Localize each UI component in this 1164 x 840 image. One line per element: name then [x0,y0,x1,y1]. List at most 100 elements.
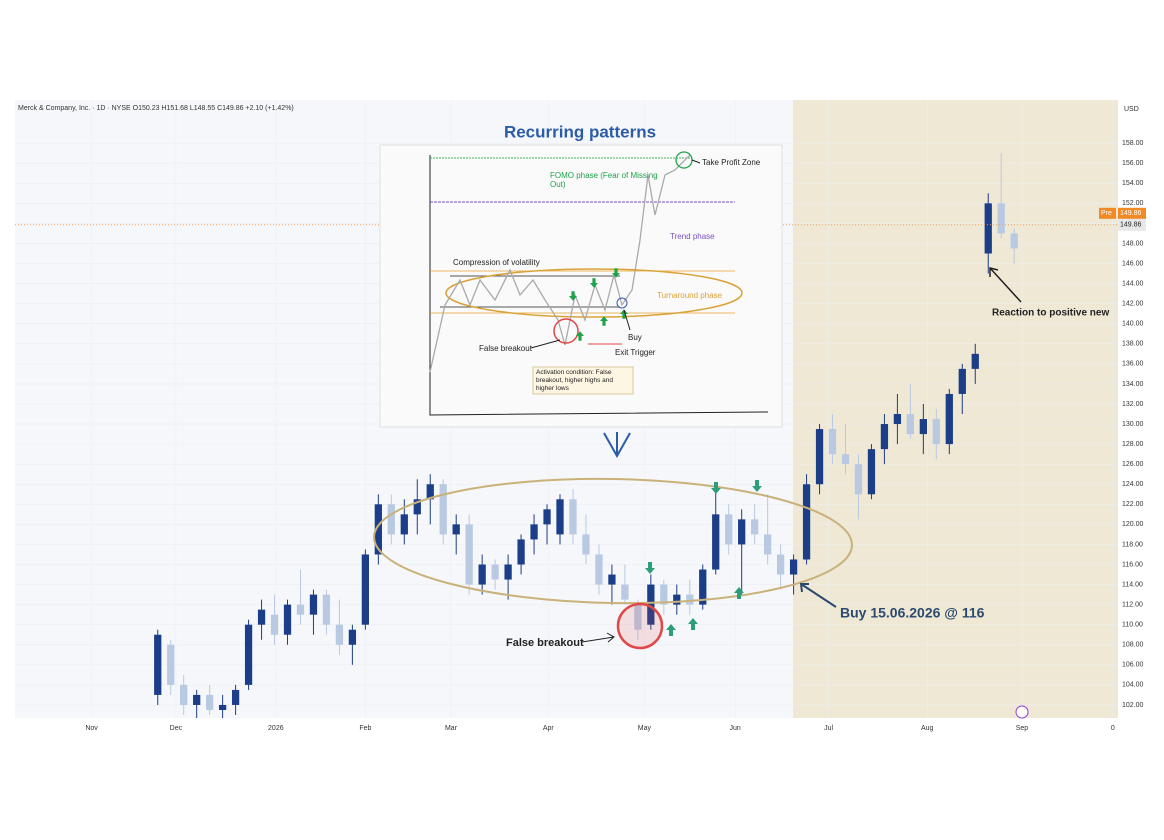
inset-label: False breakout [479,344,533,353]
candle-body [530,524,538,540]
currency: USD [1124,106,1139,113]
candle-body [543,509,551,525]
candle-body [673,594,681,605]
candle-body [893,414,902,425]
candle-body [997,203,1005,234]
candle-body [491,564,499,580]
inset-price-path [429,154,691,373]
inset-label: Turnaround phase [657,291,723,300]
annotation-arrow [581,632,615,643]
activation-text: Activation condition: False breakout, hi… [536,369,613,392]
candle-body [465,524,473,585]
candle-body [595,554,603,585]
activation-box [532,366,634,395]
candle-body [647,584,655,625]
candle-body [556,499,564,535]
candle-body [841,454,850,465]
inset-label: Exit Trigger [615,348,656,357]
inset-label: Take Profit Zone [702,158,761,167]
candle-body [764,534,772,555]
price-tag [1118,218,1146,231]
event-icon[interactable] [1015,705,1029,719]
candle-body [699,569,707,605]
candle-body [608,574,616,585]
annotation: Reaction to positive new [992,308,1109,319]
candle-body [270,614,279,635]
candle-body [167,644,175,685]
y-tick-label: 122.00 [1122,501,1144,508]
x-tick-label: Feb [359,725,371,732]
inset-label: Buy [628,333,642,342]
candle-body [309,594,318,615]
highlight-zone [793,100,1118,718]
inset-circle [553,318,579,344]
y-tick-label: 152.00 [1122,200,1144,207]
candle-body [180,684,188,705]
candle-body [374,504,382,555]
candle-body [504,564,512,580]
candle-body [906,414,915,435]
y-tick-label: 140.00 [1122,321,1144,328]
inset-title: Recurring patterns [504,122,656,141]
inset-pointer [530,159,701,349]
y-tick-label: 134.00 [1122,381,1144,388]
candle-body [738,519,746,545]
candle-body [828,429,837,455]
y-tick-label: 148.00 [1122,240,1144,247]
y-tick-label: 102.00 [1122,702,1144,709]
annotation: Buy 15.06.2026 @ 116 [840,605,985,621]
y-tick-label: 118.00 [1122,541,1143,548]
candle-body [686,594,694,605]
candle-body [880,424,889,450]
candle-body [854,464,863,495]
x-tick-label: Mar [445,725,458,732]
candle-body [517,539,525,565]
y-tick-label: 144.00 [1122,280,1144,287]
y-tick-label: 116.00 [1122,561,1143,568]
y-tick-label: 154.00 [1122,180,1144,187]
pattern-ellipse [373,477,853,605]
inset-circle [616,297,628,309]
candle-body [971,353,979,369]
candle-body [478,564,486,585]
x-tick-label: Apr [543,725,555,732]
candle-body [426,484,434,500]
candle-body [206,694,214,710]
y-tick-label: 156.00 [1122,160,1144,167]
candle-body [413,499,421,515]
false-breakout-circle [616,602,664,650]
symbol-header: Merck & Company, Inc. · 1D · NYSE O150.2… [18,105,294,112]
y-tick-label: 110.00 [1122,622,1143,629]
pre-price-label: 149.86 [1120,210,1142,217]
candle-body [348,629,357,645]
candle-body [452,524,460,535]
pre-tag-label: Pre [1101,210,1112,217]
x-tick-label: 0 [1111,725,1115,732]
inset-axes [429,155,769,416]
x-tick-label: May [638,725,652,732]
price-tag-label: 149.86 [1120,222,1142,229]
x-tick-label: Jun [730,725,741,732]
y-tick-label: 108.00 [1122,642,1144,649]
x-tick-label: Nov [85,725,98,732]
candle-body [244,624,253,685]
candle-body [712,514,720,570]
candle-body [400,514,408,535]
candle-body [154,634,162,695]
candle-body [867,449,876,495]
y-tick-label: 124.00 [1122,481,1144,488]
y-tick-label: 112.00 [1122,601,1143,608]
x-tick-label: Aug [921,725,934,732]
candle-body [296,604,305,615]
candle-body [283,604,292,635]
candle-body [815,429,824,485]
y-tick-label: 120.00 [1122,521,1144,528]
down-chevron [603,432,631,459]
pre-tag [1099,207,1116,219]
y-tick-label: 114.00 [1122,581,1143,588]
candle-body [945,393,953,445]
time-axis [15,718,1150,738]
y-tick-label: 130.00 [1122,421,1144,428]
